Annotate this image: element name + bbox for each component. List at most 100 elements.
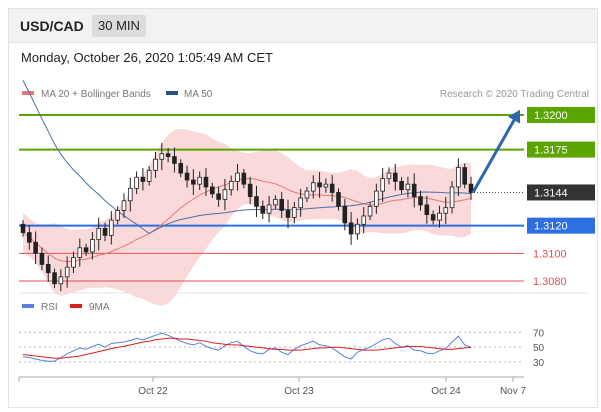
level-label-1.3080: 1.3080 [533, 276, 567, 288]
level-tag-1.3144 [527, 184, 595, 201]
candle-body [64, 266, 70, 278]
candle [184, 165, 190, 188]
candle [33, 231, 38, 265]
ma50-line [22, 80, 472, 234]
candle [235, 163, 240, 191]
candle-body [90, 239, 95, 253]
candle [197, 171, 202, 190]
candle-body [178, 163, 184, 174]
candle-body [456, 167, 461, 188]
candle-body [449, 186, 455, 209]
candle-body [197, 176, 202, 185]
candle-body [159, 153, 165, 160]
projection-arrow [471, 109, 521, 194]
candle-body [71, 257, 76, 268]
candle [266, 195, 272, 223]
candle-body [424, 204, 430, 216]
candle [153, 151, 158, 178]
candle-body [222, 189, 228, 200]
candle [228, 175, 234, 196]
candle-body [336, 192, 341, 207]
candle-body [342, 205, 348, 224]
rsi-line [22, 332, 472, 362]
candle [374, 183, 379, 214]
rsi-tick-30: 30 [533, 358, 545, 369]
x-tick-label: Oct 23 [284, 386, 314, 397]
candle [462, 163, 467, 189]
candle-body [115, 210, 120, 221]
candle-body [298, 197, 303, 209]
candle-body [210, 186, 215, 195]
ma50-legend-swatch [166, 91, 178, 95]
candle [247, 176, 253, 205]
candle [292, 201, 297, 224]
candle [392, 163, 398, 191]
projection-arrow-shaft [471, 114, 519, 194]
copyright-text: Research © 2020 Trading Central [440, 89, 589, 100]
rsi-tick-70: 70 [533, 328, 545, 339]
candle [77, 238, 83, 267]
candle [424, 195, 430, 224]
candle-body [386, 172, 392, 180]
candle [45, 255, 51, 282]
candle-body [20, 223, 26, 233]
x-tick-label: Oct 22 [138, 386, 168, 397]
projection-arrowhead [507, 109, 521, 124]
candle-body [121, 200, 127, 211]
candle [468, 176, 474, 200]
candle [367, 202, 373, 221]
ma20-line [22, 177, 472, 263]
candle-body [127, 187, 133, 202]
candle-body [77, 247, 83, 258]
candle-body [241, 172, 247, 185]
candle [127, 177, 133, 212]
timeframe-badge[interactable]: 30 MIN [92, 15, 146, 37]
level-label-1.3120: 1.3120 [534, 221, 568, 233]
candle-body [329, 183, 335, 193]
candle [27, 225, 32, 250]
candle-body [153, 158, 158, 171]
ma50-legend-label: MA 50 [184, 89, 213, 100]
candle [96, 217, 102, 251]
candle [71, 251, 76, 273]
candle [355, 218, 360, 240]
bollinger-bands [23, 129, 471, 306]
candle [437, 205, 442, 228]
candle [90, 232, 95, 260]
candle [83, 243, 89, 257]
candle [317, 171, 322, 198]
candle [165, 147, 171, 163]
candle [172, 147, 177, 173]
candle [443, 196, 449, 225]
x-tick-label: Nov 7 [500, 386, 527, 397]
candle [380, 167, 385, 202]
candle-body [96, 228, 102, 240]
x-tick-label: Oct 24 [431, 386, 461, 397]
candle [430, 210, 436, 225]
level-tag-1.3200 [527, 107, 595, 123]
candle [159, 142, 165, 171]
ma9-legend-swatch [70, 304, 82, 308]
candle [323, 178, 329, 193]
candle [298, 188, 303, 217]
candle [58, 269, 64, 292]
bollinger-band-fill [23, 129, 471, 306]
chart-widget: USD/CAD 30 MIN Monday, October 26, 2020 … [8, 8, 598, 408]
candle-body [172, 156, 177, 164]
timestamp: Monday, October 26, 2020 1:05:49 AM CET [21, 50, 273, 65]
candle-body [235, 172, 240, 182]
candle-body [102, 228, 108, 236]
candle-body [367, 205, 373, 217]
level-label-1.3100: 1.3100 [533, 248, 567, 260]
ma20-legend-label: MA 20 + Bollinger Bands [41, 89, 151, 100]
candle [178, 159, 184, 178]
candle-body [146, 169, 152, 182]
candle-body [52, 272, 57, 285]
candle-body [392, 172, 398, 182]
candle [254, 185, 259, 218]
candle [146, 166, 152, 186]
rsi-panel: 70 50 30 [19, 328, 545, 369]
candle-body [184, 172, 190, 181]
level-tag-1.3120 [527, 217, 595, 234]
candle [386, 167, 392, 185]
